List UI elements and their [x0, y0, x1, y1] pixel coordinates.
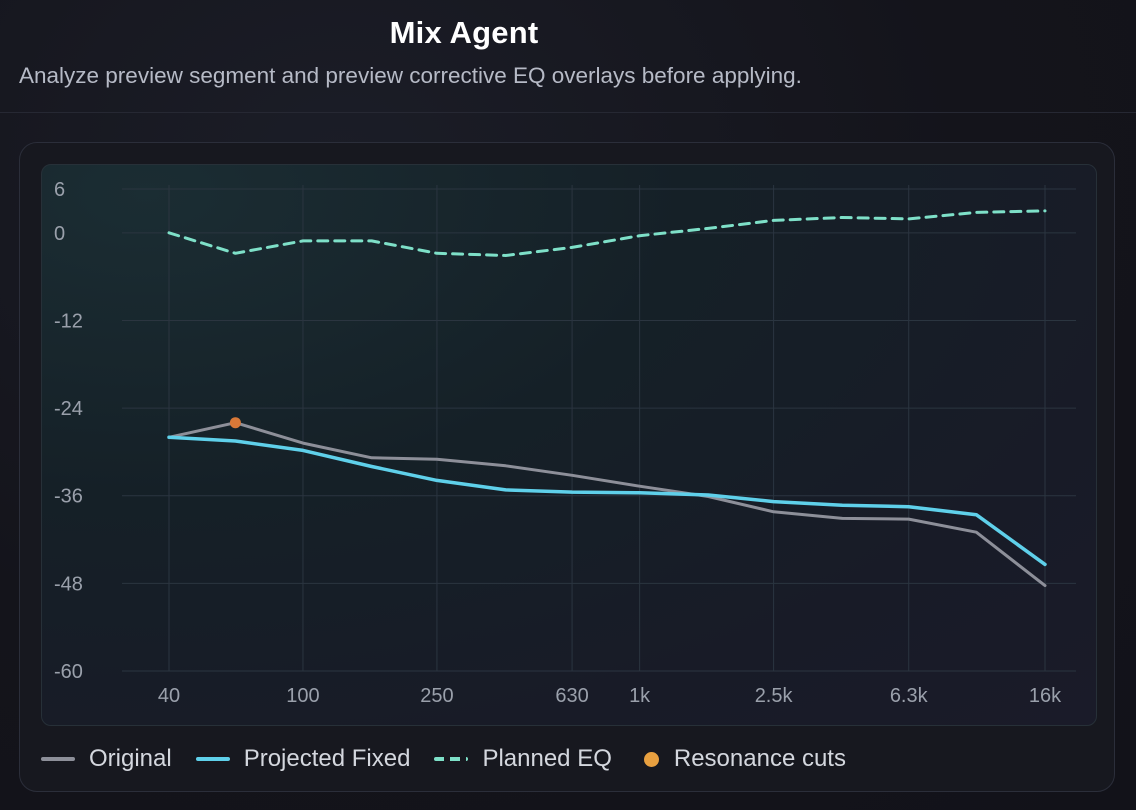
legend-dot-resonance-cuts — [643, 751, 659, 767]
x-tick-label: 16k — [1029, 685, 1062, 707]
legend-label-resonance-cuts: Resonance cuts — [673, 745, 846, 772]
legend-item-projected-fixed[interactable]: Projected Fixed — [195, 745, 411, 773]
eq-chart: 6 0 -12 -24 -36 -48 -60 40 100 250 630 1k 2.5k 6.3k 16… — [54, 179, 1076, 707]
legend-swatch-original — [41, 757, 75, 761]
resonance-cut-marker — [229, 417, 241, 429]
y-tick-label: -24 — [54, 398, 83, 420]
legend-item-original[interactable]: Original — [41, 745, 172, 773]
y-tick-label: -48 — [54, 573, 83, 595]
y-tick-label: -60 — [54, 661, 83, 683]
legend-item-resonance-cuts[interactable]: Resonance cuts — [636, 745, 846, 773]
x-tick-label: 6.3k — [890, 685, 929, 707]
x-tick-label: 2.5k — [755, 685, 794, 707]
legend-swatch-planned-eq — [434, 757, 469, 761]
series-line-planned-eq — [167, 209, 1047, 257]
y-tick-label: 0 — [54, 223, 65, 245]
eq-analysis-card: 6 0 -12 -24 -36 -48 -60 40 100 250 630 1k 2.5k 6.3k 16… — [19, 142, 1115, 792]
legend-label-planned-eq: Planned EQ — [482, 745, 612, 772]
legend-label-original: Original — [89, 745, 172, 772]
header: Mix Agent Analyze preview segment and pr… — [0, 0, 1136, 113]
x-tick-label: 100 — [286, 685, 319, 707]
y-tick-label: -12 — [54, 310, 83, 332]
legend-label-projected-fixed: Projected Fixed — [243, 745, 411, 772]
x-tick-label: 1k — [629, 685, 651, 707]
page-subtitle: Analyze preview segment and preview corr… — [19, 63, 802, 88]
series-line-projected-fixed — [167, 435, 1047, 567]
page-title: Mix Agent — [389, 15, 539, 50]
x-tick-label: 40 — [158, 685, 180, 707]
y-tick-label: 6 — [54, 179, 65, 201]
series-line-original — [167, 421, 1047, 588]
legend-item-planned-eq[interactable]: Planned EQ — [434, 745, 612, 773]
legend-swatch-projected-fixed — [195, 757, 230, 761]
y-tick-label: -36 — [54, 486, 83, 508]
x-tick-label: 630 — [555, 685, 588, 707]
x-tick-label: 250 — [420, 685, 453, 707]
eq-chart-panel: 6 0 -12 -24 -36 -48 -60 40 100 250 630 1k 2.5k 6.3k 16… — [41, 164, 1097, 726]
chart-legend: Original Projected Fixed Planned EQ Reso… — [41, 739, 870, 779]
